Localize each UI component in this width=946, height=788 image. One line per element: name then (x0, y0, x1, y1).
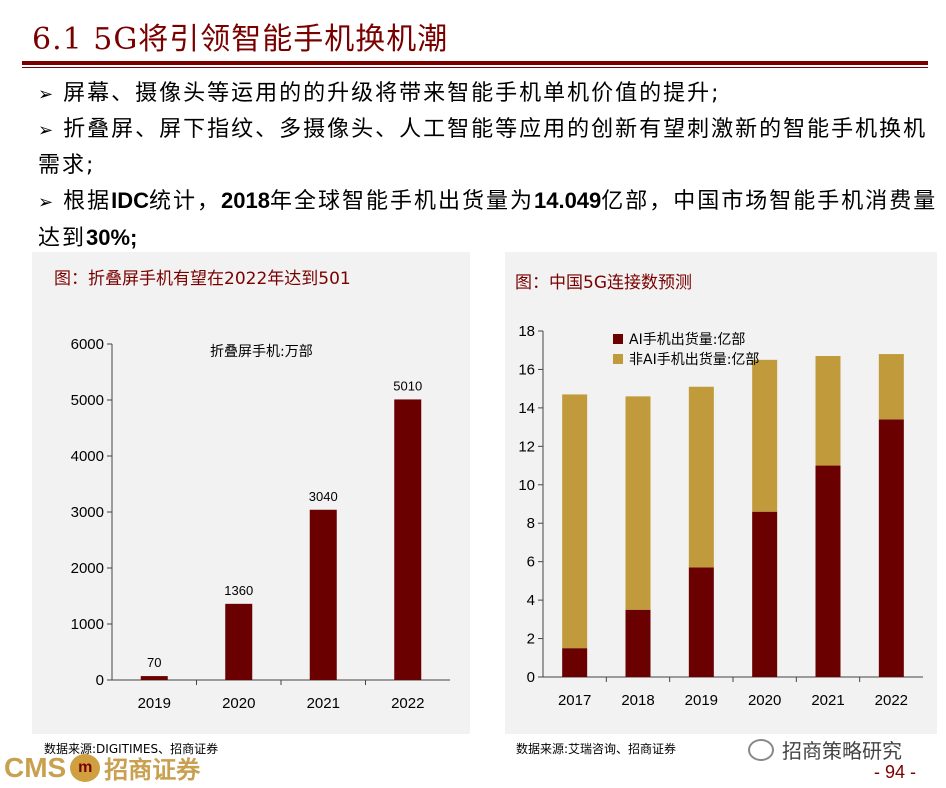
x-tick-label: 2022 (875, 692, 908, 709)
legend-swatch (613, 354, 623, 364)
legend-label: AI手机出货量:亿部 (629, 331, 745, 348)
left-chart-source: 数据来源:DIGITIMES、招商证券 (44, 742, 219, 756)
y-tick-label: 2 (527, 631, 535, 648)
y-tick-label: 18 (518, 323, 535, 340)
data-label: 70 (147, 655, 161, 670)
legend-swatch (613, 334, 623, 344)
right-chart-title: 图：中国5G连接数预测 (515, 273, 692, 293)
bullet-text: 亿部，中国市场智能手机消费量达到 (38, 189, 938, 251)
bar-segment (815, 355, 841, 466)
left-chart-panel: 图：折叠屏手机有望在2022年达到501 0 1000 2000 3000 4000 50… (32, 252, 470, 734)
bullet-text: 根据 (63, 189, 112, 214)
bullet-text: 折叠屏、屏下指纹、多摄像头、人工智能等应用的创新有望刺激新的智能手机换机需求; (38, 117, 928, 178)
y-tick-label: 0 (527, 669, 535, 686)
bullet-text-bold: IDC (111, 188, 149, 213)
bullet-text: 屏幕、摄像头等运用的的升级将带来智能手机单机价值的提升; (63, 81, 721, 106)
wechat-account: 招商策略研究 (782, 739, 902, 763)
y-tick-label: 1000 (71, 616, 104, 633)
y-tick-label: 5000 (71, 392, 104, 409)
x-tick-label: 2018 (621, 692, 654, 709)
y-tick-label: 2000 (71, 560, 104, 577)
bullet-text-bold: 14.049 (533, 188, 602, 213)
bullet-text: 统计， (149, 189, 222, 214)
bar (309, 509, 337, 680)
bullet-item: ➢ 根据IDC统计，2018年全球智能手机出货量为14.049亿部，中国市场智能手… (38, 183, 938, 256)
bar-segment (625, 396, 651, 610)
page-number: - 94 - (874, 762, 917, 782)
data-label: 5010 (393, 378, 422, 393)
bar-segment (752, 359, 778, 512)
y-tick-label: 3000 (71, 504, 104, 521)
y-tick-label: 6 (527, 554, 535, 571)
y-tick-label: 16 (518, 361, 535, 378)
bar (394, 399, 422, 680)
x-tick-label: 2021 (811, 692, 844, 709)
arrow-icon: ➢ (38, 120, 56, 141)
logo-cn-text: 招商证券 (104, 756, 201, 784)
bar-segment (688, 386, 714, 568)
legend-label: 非AI手机出货量:亿部 (629, 351, 759, 368)
bullet-list: ➢ 屏幕、摄像头等运用的的升级将带来智能手机单机价值的提升; ➢ 折叠屏、屏下指纹、… (38, 76, 938, 256)
logo-badge-icon: m (70, 753, 101, 782)
y-tick-label: 0 (96, 672, 104, 689)
y-tick-label: 4000 (71, 448, 104, 465)
right-chart-source: 数据来源:艾瑞咨询、招商证券 (516, 742, 677, 756)
x-tick-label: 2020 (748, 692, 781, 709)
bar (225, 603, 253, 680)
x-tick-label: 2021 (307, 695, 340, 712)
x-tick-label: 2022 (391, 695, 424, 712)
bar-segment (815, 465, 841, 677)
bar-segment (562, 648, 588, 677)
y-tick-label: 12 (518, 438, 535, 455)
arrow-icon: ➢ (38, 84, 56, 105)
bar-segment (688, 567, 714, 677)
y-tick-label: 4 (527, 592, 535, 609)
ai-phone-chart: 0 2 4 6 8 10 12 14 16 18 2017 2018 2019 2020 2021 2022 A… (518, 323, 923, 709)
bar-segment (562, 394, 588, 649)
foldable-phone-chart: 0 1000 2000 3000 4000 5000 6000 2019 70 2020 1360 2… (71, 336, 450, 712)
bar-segment (878, 419, 904, 677)
logo-text: CMS (4, 751, 67, 783)
bar-segment (625, 609, 651, 677)
bullet-text-bold: 2018 (221, 188, 270, 213)
arrow-icon: ➢ (38, 192, 56, 213)
bar-segment (752, 511, 778, 677)
bullet-item: ➢ 屏幕、摄像头等运用的的升级将带来智能手机单机价值的提升; (38, 76, 938, 112)
title-rule-thin (22, 67, 928, 68)
bullet-text-bold: 30%; (86, 225, 138, 250)
wechat-icon (748, 738, 774, 761)
y-tick-label: 8 (527, 515, 535, 532)
data-label: 1360 (224, 583, 253, 598)
slide-title: 6.1 5G将引领智能手机换机潮 (32, 22, 449, 57)
bullet-text: 年全球智能手机出货量为 (269, 189, 534, 214)
y-tick-label: 14 (518, 400, 535, 417)
bar (140, 676, 168, 680)
wechat-watermark: 招商策略研究 (748, 735, 902, 764)
company-logo: CMS m 招商证券 (4, 750, 200, 785)
data-label: 3040 (309, 489, 338, 504)
x-tick-label: 2020 (222, 695, 255, 712)
title-rule (22, 61, 928, 65)
bullet-item: ➢ 折叠屏、屏下指纹、多摄像头、人工智能等应用的创新有望刺激新的智能手机换机需求; (38, 112, 938, 183)
x-tick-label: 2019 (138, 695, 171, 712)
x-tick-label: 2019 (685, 692, 718, 709)
right-chart-panel: 图：中国5G连接数预测 0 2 4 6 8 10 12 14 16 18 2017 2018 2019 2… (505, 252, 937, 734)
bar-segment (878, 354, 904, 420)
y-tick-label: 6000 (71, 336, 104, 353)
y-tick-label: 10 (518, 477, 535, 494)
left-chart-title: 图：折叠屏手机有望在2022年达到501 (54, 269, 351, 289)
legend-label: 折叠屏手机:万部 (210, 344, 313, 360)
x-tick-label: 2017 (558, 692, 591, 709)
